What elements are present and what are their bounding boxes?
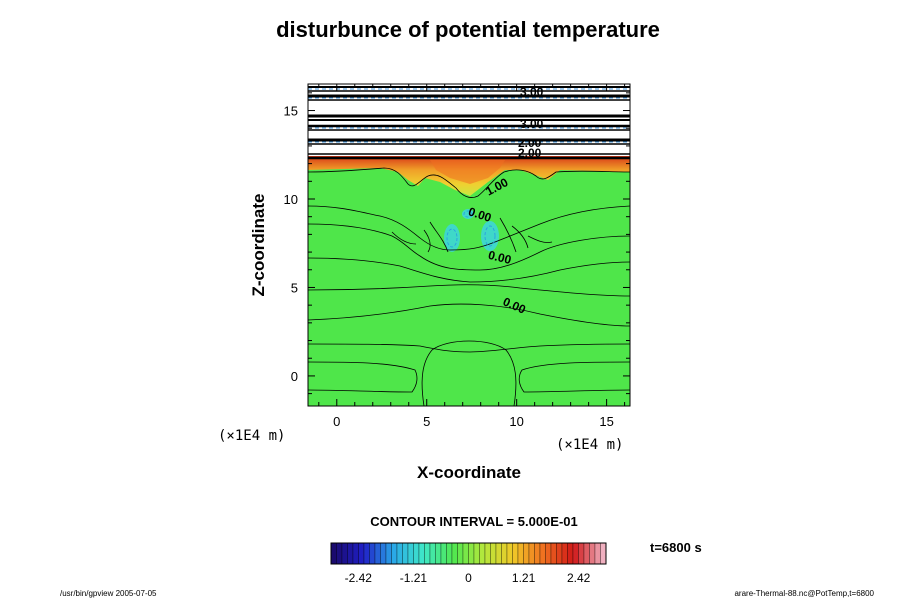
- colorbar-cell: [352, 542, 359, 565]
- colorbar-cell: [495, 542, 502, 565]
- colorbar-cell: [473, 542, 480, 565]
- colorbar-cell: [396, 542, 403, 565]
- plot-frame: [307, 83, 631, 407]
- colorbar-cell: [363, 542, 370, 565]
- colorbar-cell: [462, 542, 469, 565]
- colorbar-cell: [435, 542, 442, 565]
- colorbar-cell: [407, 542, 414, 565]
- colorbar-cell: [517, 542, 524, 565]
- contour-label: 2.00: [518, 146, 542, 160]
- y-axis-label: Z-coordinate: [249, 194, 268, 297]
- colorbar-tick-label: 2.42: [567, 571, 591, 585]
- colorbar-cell: [600, 542, 607, 565]
- colorbar-cell: [358, 542, 365, 565]
- colorbar-frame: [330, 542, 607, 565]
- negative-contours: [446, 210, 496, 248]
- chart-title: disturbunce of potential temperature: [276, 17, 660, 42]
- x-unit-label: (×1E4 m): [556, 437, 623, 453]
- colorbar-cell: [468, 542, 475, 565]
- cold-anomaly-left: [444, 224, 460, 252]
- colorbar-cell: [534, 542, 541, 565]
- z-unit-label: (×1E4 m): [218, 428, 285, 444]
- time-label: t=6800 s: [650, 540, 702, 555]
- x-axis-label: X-coordinate: [417, 463, 521, 482]
- x-tick-label: 0: [333, 414, 340, 429]
- colorbar-cell: [440, 542, 447, 565]
- plot-area: 0.00 0.00 0.00 1.00 2.00 2.00 3.00 3.00 …: [284, 83, 631, 429]
- colorbar-cell: [413, 542, 420, 565]
- colorbar: -2.42 -1.21 0 1.21 2.42: [330, 542, 607, 585]
- y-tick-label: 5: [291, 280, 298, 295]
- colorbar-tick-label: -2.42: [345, 571, 373, 585]
- colorbar-cell: [589, 542, 596, 565]
- colorbar-cell: [479, 542, 486, 565]
- y-tick-label: 10: [284, 192, 298, 207]
- contour-label: 2.00: [518, 136, 542, 150]
- contour-label: 3.00: [520, 117, 544, 131]
- contour-label: 0.00: [467, 204, 494, 225]
- x-tick-label: 10: [509, 414, 523, 429]
- colorbar-tick-label: 0: [465, 571, 472, 585]
- colorbar-cell: [457, 542, 464, 565]
- colorbar-cell: [385, 542, 392, 565]
- colorbar-cell: [380, 542, 387, 565]
- colorbar-cell: [429, 542, 436, 565]
- contour-interval: CONTOUR INTERVAL = 5.000E-01: [370, 514, 577, 529]
- colorbar-ticks: -2.42 -1.21 0 1.21 2.42: [345, 571, 591, 585]
- colorbar-cell: [501, 542, 508, 565]
- colorbar-tick-label: 1.21: [512, 571, 536, 585]
- colorbar-cell: [578, 542, 585, 565]
- colorbar-cell: [369, 542, 376, 565]
- colorbar-cell: [341, 542, 348, 565]
- colorbar-cell: [528, 542, 535, 565]
- colorbar-cell: [567, 542, 574, 565]
- contour-label: 3.00: [520, 85, 544, 99]
- contour-label: 0.00: [487, 248, 513, 267]
- colorbar-cell: [523, 542, 530, 565]
- tick-marks: [308, 84, 630, 406]
- colorbar-cell: [484, 542, 491, 565]
- colorbar-cell: [347, 542, 354, 565]
- upper-contour-bands: [308, 86, 630, 160]
- colorbar-cell: [506, 542, 513, 565]
- footer-left: /usr/bin/gpview 2005-07-05: [60, 589, 157, 598]
- colorbar-tick-label: -1.21: [400, 571, 428, 585]
- colorbar-cell: [374, 542, 381, 565]
- x-tick-label: 5: [423, 414, 430, 429]
- colorbar-cell: [336, 542, 343, 565]
- contour-lines: [308, 167, 630, 406]
- y-tick-label: 15: [284, 104, 298, 119]
- y-tick-labels: 0 5 10 15: [284, 104, 298, 384]
- footer-right: arare-Thermal-88.nc@PotTemp,t=6800: [734, 589, 874, 598]
- colorbar-cell: [402, 542, 409, 565]
- colorbar-cell: [418, 542, 425, 565]
- colorbar-cell: [572, 542, 579, 565]
- colorbar-cell: [330, 542, 337, 565]
- x-tick-label: 15: [599, 414, 613, 429]
- y-tick-label: 0: [291, 369, 298, 384]
- colorbar-cell: [550, 542, 557, 565]
- upper-dashed-contours: [308, 88, 630, 143]
- colorbar-cell: [424, 542, 431, 565]
- colorbar-cell: [545, 542, 552, 565]
- cold-anomaly-right: [481, 221, 499, 251]
- colorbar-cell: [561, 542, 568, 565]
- colorbar-cell: [391, 542, 398, 565]
- colorbar-cell: [539, 542, 546, 565]
- colorbar-cell: [490, 542, 497, 565]
- colorbar-cell: [446, 542, 453, 565]
- colorbar-cell: [583, 542, 590, 565]
- colorbar-cell: [512, 542, 519, 565]
- warm-core: [430, 160, 505, 184]
- colorbar-cell: [556, 542, 563, 565]
- colorbar-cell: [451, 542, 458, 565]
- colorbar-cell: [594, 542, 601, 565]
- x-tick-labels: 0 5 10 15: [333, 414, 614, 429]
